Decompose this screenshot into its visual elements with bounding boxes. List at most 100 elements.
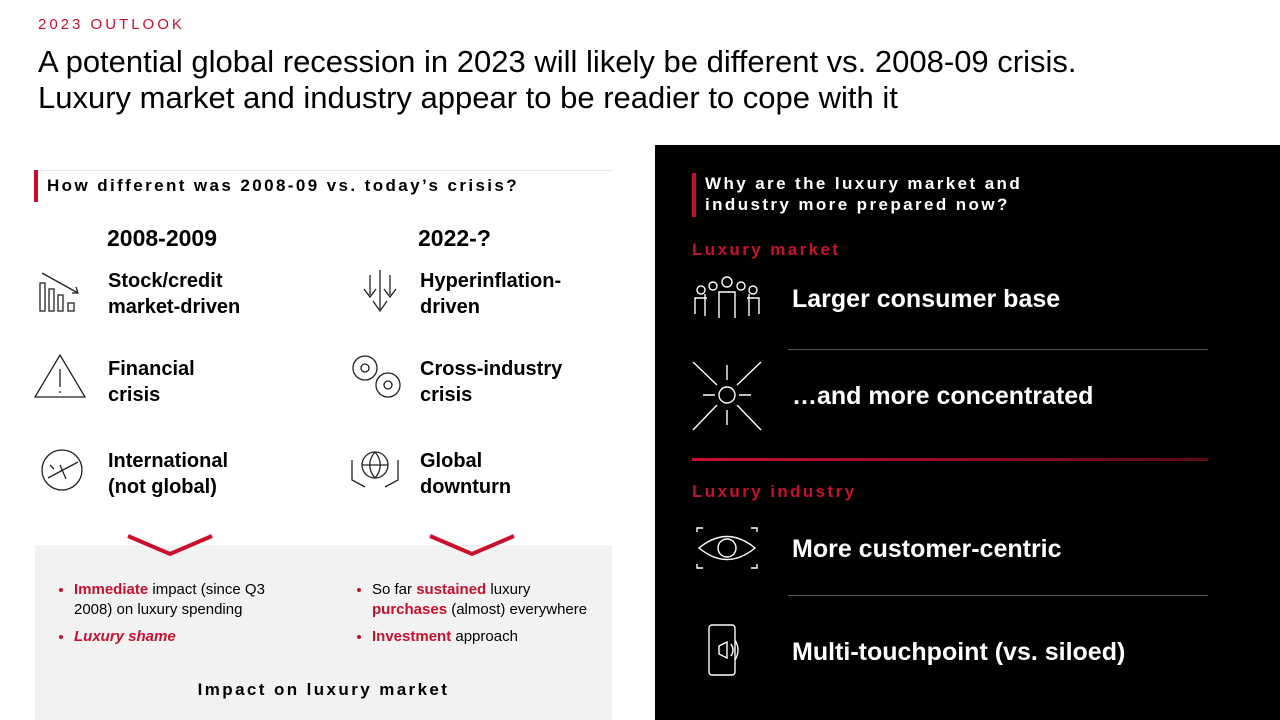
item-line: Stock/credit xyxy=(108,270,223,292)
graphic xyxy=(694,291,760,318)
graphic xyxy=(718,386,736,404)
graphic xyxy=(41,272,79,294)
bullet: So far sustained luxury purchases (almos… xyxy=(372,580,609,620)
readiness-panel: Why are the luxury market and industry m… xyxy=(655,145,1280,720)
title-line: A potential global recession in 2023 wil… xyxy=(38,44,1077,79)
item-line: Financial xyxy=(108,358,195,380)
graphic xyxy=(375,372,401,398)
divider xyxy=(788,349,1208,350)
item-line: (not global) xyxy=(108,476,217,498)
column-title: 2008-2009 xyxy=(107,225,217,251)
impact-box xyxy=(35,545,612,720)
bullet: Immediate impact (since Q3 2008) on luxu… xyxy=(74,580,296,620)
reason: Multi-touchpoint (vs. siloed) xyxy=(792,638,1126,666)
text: luxury xyxy=(490,581,531,598)
divider xyxy=(38,170,613,171)
chevrons xyxy=(127,534,515,557)
graphic xyxy=(39,282,46,312)
panel-icons xyxy=(692,276,762,676)
plane-icon xyxy=(41,449,83,491)
gears-icon xyxy=(352,355,401,398)
divider xyxy=(788,595,1208,596)
item-line: downturn xyxy=(420,476,512,498)
bullet: Luxury shame xyxy=(74,627,296,647)
graphic xyxy=(692,361,762,431)
down-arrows-icon xyxy=(363,270,397,313)
text: impact (since Q3 2008) on luxury spendin… xyxy=(74,581,265,618)
box-footer: Impact on luxury market xyxy=(197,680,450,699)
section-title: Luxury industry xyxy=(692,482,857,501)
emphasis: purchases xyxy=(372,601,448,618)
graphic xyxy=(718,639,739,661)
accent-bar xyxy=(34,170,38,202)
graphic xyxy=(33,353,87,398)
graphic xyxy=(363,270,397,313)
graphic: Immediate impact (since Q3 2008) on luxu… xyxy=(56,580,296,647)
graphic xyxy=(697,535,757,561)
graphic xyxy=(696,527,758,569)
item-line: crisis xyxy=(420,384,473,406)
phone-icon xyxy=(708,624,739,676)
concentrate-icon xyxy=(692,361,762,431)
item: Global downturn xyxy=(420,448,511,500)
item: International (not global) xyxy=(108,448,228,500)
graphic xyxy=(351,460,399,488)
item: Cross-industry crisis xyxy=(420,356,562,408)
graphic xyxy=(352,355,378,381)
reason: Larger consumer base xyxy=(792,285,1061,313)
item-line: Hyperinflation- xyxy=(420,270,562,292)
graphic xyxy=(57,294,64,312)
bullet: Investment approach xyxy=(372,627,609,647)
graphic xyxy=(47,461,79,480)
item-line: driven xyxy=(420,296,481,318)
graphic xyxy=(41,449,83,491)
text: (almost) everywhere xyxy=(451,601,588,618)
bar-chart-icon xyxy=(39,272,79,312)
section-divider xyxy=(692,458,1208,461)
graphic xyxy=(67,302,75,312)
emphasis: Immediate xyxy=(74,581,149,598)
item: Hyperinflation-driven xyxy=(420,268,561,320)
graphic xyxy=(708,281,718,291)
item: Stock/credit market-driven xyxy=(108,268,240,320)
graphic xyxy=(362,451,388,479)
text: approach xyxy=(455,628,518,645)
panel-heading: Why are the luxury market and industry m… xyxy=(705,173,1022,215)
column-title: 2022-? xyxy=(418,225,491,251)
kicker: 2023 OUTLOOK xyxy=(38,16,185,33)
heading-line: industry more prepared now? xyxy=(705,195,1010,214)
graphic xyxy=(708,624,736,676)
reason: …and more concentrated xyxy=(792,382,1094,410)
chevron xyxy=(127,534,213,557)
graphic xyxy=(360,363,370,373)
icons xyxy=(33,270,401,491)
graphic xyxy=(383,380,393,390)
section-title: Luxury market xyxy=(692,240,841,259)
item-line: market-driven xyxy=(108,296,241,318)
item-line: Cross-industry xyxy=(420,358,563,380)
graphic xyxy=(48,288,55,312)
people-icon xyxy=(694,276,760,318)
graphic xyxy=(736,281,746,291)
globe-hands-icon xyxy=(351,451,399,488)
bullet-list: So far sustained luxury purchases (almos… xyxy=(354,580,609,654)
chevron xyxy=(429,534,515,557)
bullet-list: Immediate impact (since Q3 2008) on luxu… xyxy=(56,580,296,654)
graphic xyxy=(717,538,737,558)
emphasis: Investment xyxy=(372,628,452,645)
graphic xyxy=(748,285,758,295)
emphasis: sustained xyxy=(416,581,487,598)
item-line: International xyxy=(108,450,229,472)
accent-bar xyxy=(692,173,696,217)
item-line: crisis xyxy=(108,384,161,406)
item: Financial crisis xyxy=(108,356,195,408)
reason: More customer-centric xyxy=(792,535,1062,563)
item-line: Global xyxy=(420,450,483,472)
title-line: Luxury market and industry appear to be … xyxy=(38,80,898,115)
graphic xyxy=(721,276,733,288)
graphic: So far sustained luxury purchases (almos… xyxy=(354,580,609,647)
heading-line: Why are the luxury market and xyxy=(705,174,1023,193)
warning-icon xyxy=(33,353,87,398)
eye-icon xyxy=(696,527,758,569)
